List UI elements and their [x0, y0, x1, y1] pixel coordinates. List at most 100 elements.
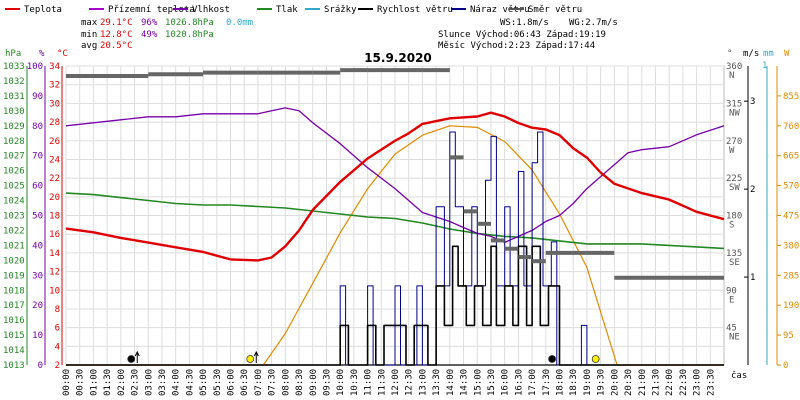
y-tick-solar: 190	[783, 301, 799, 311]
legend-label-humidity: Vlhkost	[192, 5, 230, 15]
y-tick-temp: 12	[49, 268, 60, 278]
x-tick-label: 01:30	[103, 369, 113, 396]
stats-block: max 29.1°C 96% 1026.8hPa 0.0mm min 12.8°…	[81, 18, 618, 51]
moonset-marker	[548, 355, 556, 363]
y-tick-temp: 32	[49, 81, 60, 91]
y-tick-hpa: 1014	[3, 346, 25, 356]
legend-item-wind-direction: Směr větru	[509, 5, 582, 15]
y-tick-humidity: 100	[27, 62, 43, 72]
y-tick-direction-compass: N	[729, 71, 734, 81]
y-tick-temp: 4	[55, 342, 60, 352]
legend-label-wind-gust: Náraz větru	[470, 5, 530, 15]
stat-min-humidity: 49%	[141, 30, 158, 40]
legend-item-pressure: Tlak	[257, 5, 298, 15]
legend-item-ground-temperature: Přízemní teplota	[89, 5, 195, 15]
unit-pct: %	[39, 49, 45, 59]
y-tick-direction-deg: 270	[726, 137, 742, 147]
stat-min-label: min	[81, 30, 97, 40]
x-tick-label: 00:00	[62, 369, 72, 396]
legend: Teplota Přízemní teplota Vlhkost Tlak Sr…	[5, 5, 582, 15]
x-tick-label: 06:30	[240, 369, 250, 396]
x-tick-label: 12:30	[405, 369, 415, 396]
x-tick-label: 19:30	[597, 369, 607, 396]
x-tick-label: 02:00	[117, 369, 127, 396]
x-tick-label: 09:00	[309, 369, 319, 396]
y-tick-direction-compass: SE	[729, 258, 740, 268]
y-tick-direction-deg: 180	[726, 212, 742, 222]
x-tick-label: 03:00	[144, 369, 154, 396]
x-tick-label: 03:30	[158, 369, 168, 396]
unit-mm: mm	[763, 49, 774, 59]
x-tick-label: 04:00	[172, 369, 182, 396]
legend-item-temperature: Teplota	[5, 5, 62, 15]
unit-w: W	[784, 49, 790, 59]
x-tick-label: 22:00	[665, 369, 675, 396]
x-tick-label: 15:30	[487, 369, 497, 396]
x-axis-label: čas	[731, 370, 747, 381]
y-tick-humidity: 40	[32, 241, 43, 251]
x-tick-label: 16:00	[501, 369, 511, 396]
x-tick-label: 08:00	[281, 369, 291, 396]
y-tick-hpa: 1030	[3, 107, 25, 117]
legend-item-rain: Srážky	[305, 5, 357, 15]
y-tick-direction-compass: W	[729, 146, 735, 156]
y-tick-humidity: 0	[38, 361, 43, 371]
unit-ms: m/s	[743, 49, 759, 59]
stat-min-temp: 12.8°C	[100, 30, 133, 40]
x-tick-label: 21:30	[651, 369, 661, 396]
y-tick-humidity: 70	[32, 152, 43, 162]
stat-avg-temp: 20.5°C	[100, 41, 133, 51]
x-tick-label: 17:30	[542, 369, 552, 396]
y-tick-direction-compass: NE	[729, 333, 740, 343]
legend-label-wind-direction: Směr větru	[528, 5, 582, 15]
legend-label-ground-temperature: Přízemní teplota	[108, 5, 195, 15]
y-tick-hpa: 1028	[3, 137, 25, 147]
x-tick-label: 07:00	[254, 369, 264, 396]
y-tick-solar: 95	[783, 331, 794, 341]
y-tick-hpa: 1026	[3, 167, 25, 177]
sunset-marker	[591, 355, 600, 363]
y-tick-solar: 475	[783, 212, 799, 222]
unit-hpa: hPa	[5, 49, 21, 59]
y-tick-temp: 30	[49, 99, 60, 109]
y-tick-direction-compass: S	[729, 221, 734, 231]
x-tick-label: 11:30	[377, 369, 387, 396]
axes: 00:00 00:30 01:00 01:30 02:00 02:30 03:00 03:30…	[3, 61, 799, 396]
y-tick-temp: 8	[55, 305, 60, 315]
y-tick-hpa: 1032	[3, 77, 25, 87]
y-tick-humidity: 20	[32, 301, 43, 311]
x-tick-label: 23:30	[706, 369, 716, 396]
y-tick-temp: 26	[49, 137, 60, 147]
series-solar	[66, 125, 724, 366]
y-tick-hpa: 1029	[3, 122, 25, 132]
stat-sun-times: Slunce Východ:06:43 Západ:19:19	[438, 30, 606, 40]
y-tick-solar: 380	[783, 241, 799, 251]
x-tick-label: 13:00	[418, 369, 428, 396]
x-tick-label: 00:30	[76, 369, 86, 396]
x-tick-label: 13:30	[432, 369, 442, 396]
stat-min-pressure: 1020.8hPa	[165, 30, 214, 40]
y-tick-hpa: 1020	[3, 256, 25, 266]
x-tick-label: 20:00	[610, 369, 620, 396]
y-tick-hpa: 1023	[3, 212, 25, 222]
x-tick-label: 23:00	[693, 369, 703, 396]
unit-deg: °	[727, 49, 732, 59]
y-tick-hpa: 1016	[3, 316, 25, 326]
y-tick-temp: 18	[49, 212, 60, 222]
series-temperature	[65, 111, 725, 262]
stat-avg-label: avg	[81, 41, 97, 51]
y-tick-hpa: 1022	[3, 226, 25, 236]
y-tick-humidity: 30	[32, 271, 43, 281]
sunrise-arrow-head-icon	[253, 350, 259, 357]
y-tick-solar: 570	[783, 182, 799, 192]
legend-label-rain: Srážky	[324, 5, 357, 15]
x-tick-label: 05:00	[199, 369, 209, 396]
y-tick-direction-deg: 360	[726, 62, 742, 72]
x-tick-label: 07:30	[268, 369, 278, 396]
y-tick-solar: 0	[783, 361, 788, 371]
y-tick-temp: 6	[55, 324, 60, 334]
y-tick-solar: 285	[783, 271, 799, 281]
stat-moon-times: Měsíc Východ:2:23 Západ:17:44	[438, 41, 595, 51]
y-tick-hpa: 1015	[3, 331, 25, 341]
